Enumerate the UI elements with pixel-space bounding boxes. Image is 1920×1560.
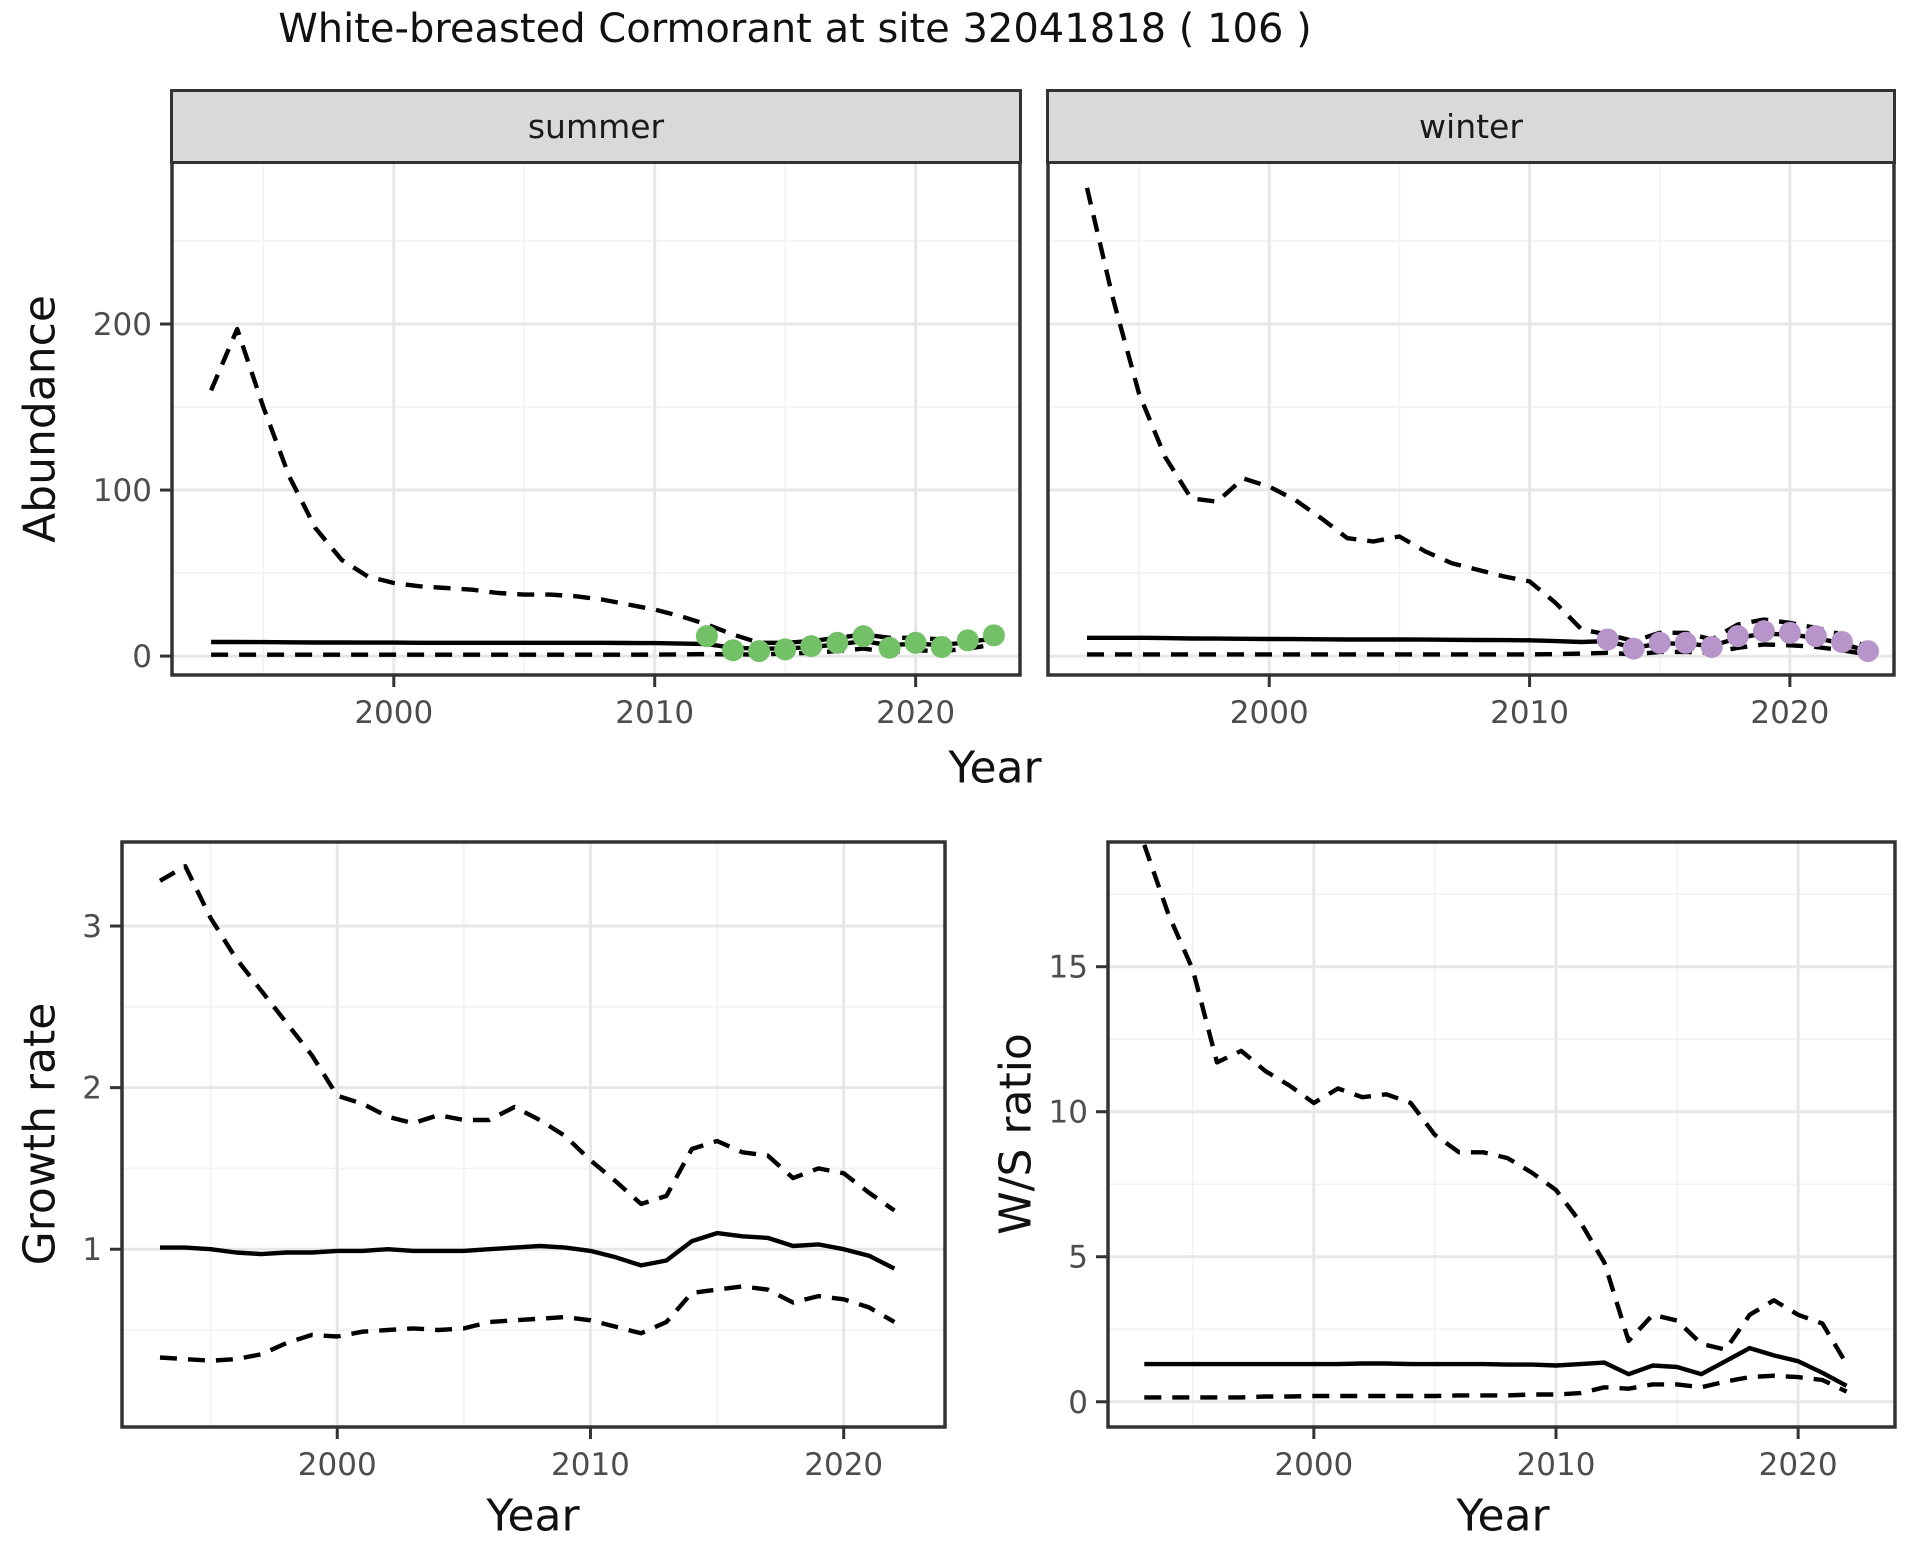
data-point-observed_counts	[1648, 631, 1671, 654]
data-point-observed_counts	[774, 638, 797, 661]
data-point-observed_counts	[1596, 628, 1619, 651]
panel-abundance_summer: 2000 2010 2020 0 100 200	[93, 160, 1022, 731]
y-tick-label: 100	[93, 473, 152, 509]
y-axis-title-abundance: Abundance	[14, 295, 66, 543]
y-tick-label: 2	[82, 1071, 102, 1107]
y-tick-label: 0	[1068, 1385, 1088, 1421]
x-tick-label: 2000	[1274, 1447, 1353, 1483]
x-axis-title-year-bottom-right: Year	[1456, 1490, 1550, 1542]
y-axis-title-growth-rate: Growth rate	[14, 1002, 66, 1266]
plot-title: White-breasted Cormorant at site 3204181…	[278, 6, 1312, 52]
series-median-line	[1144, 1345, 1848, 1388]
data-point-observed_counts	[721, 639, 744, 662]
x-tick-label: 2000	[1230, 695, 1309, 731]
y-tick-label: 1	[82, 1232, 102, 1268]
series-lower_ci-line	[1087, 642, 1869, 657]
panel-border	[120, 840, 947, 1429]
data-point-observed_counts	[1856, 640, 1879, 663]
series-lower_ci-line	[1144, 1373, 1848, 1400]
facet-strip-summer-label: summer	[527, 107, 665, 146]
panel-ws_ratio: 2000 2010 2020 0 5 10 15	[1049, 840, 1897, 1483]
x-axis-title-year-top: Year	[948, 742, 1042, 794]
panel-border	[1046, 160, 1896, 677]
x-tick-label: 2010	[551, 1447, 630, 1483]
series-upper_ci-line	[1142, 844, 1849, 1366]
y-tick-label: 5	[1068, 1240, 1088, 1276]
series-lower_ci-line	[159, 1284, 896, 1363]
x-tick-label: 2020	[804, 1447, 883, 1483]
facet-strip-winter-label: winter	[1419, 107, 1523, 146]
y-tick-label: 200	[93, 307, 152, 343]
data-point-observed_counts	[1622, 637, 1645, 660]
x-tick-label: 2000	[354, 695, 433, 731]
facet-strip-summer: summer	[170, 89, 1022, 164]
data-point-observed_counts	[826, 631, 849, 654]
x-tick-label: 2020	[1759, 1447, 1838, 1483]
data-point-observed_counts	[1726, 625, 1749, 648]
panel-growth_rate: 2000 2010 2020 1 2 3	[82, 840, 947, 1483]
data-point-observed_counts	[1700, 635, 1723, 658]
data-point-observed_counts	[982, 624, 1005, 647]
x-tick-label: 2020	[876, 695, 955, 731]
series-upper_ci-line	[209, 326, 995, 645]
series-lower_ci-line	[211, 642, 995, 657]
facet-strip-winter: winter	[1046, 89, 1896, 164]
y-axis-title-ws-ratio: W/S ratio	[990, 1033, 1042, 1235]
data-point-observed_counts	[852, 625, 875, 648]
x-tick-label: 2020	[1750, 695, 1829, 731]
series-median-line	[160, 1230, 896, 1271]
panel-abundance_winter: 2000 2010 2020	[1046, 160, 1896, 731]
x-tick-label: 2010	[1517, 1447, 1596, 1483]
x-tick-label: 2000	[298, 1447, 377, 1483]
data-point-observed_counts	[930, 635, 953, 658]
data-point-observed_counts	[904, 631, 927, 654]
y-tick-label: 15	[1049, 950, 1088, 986]
data-point-observed_counts	[748, 640, 771, 663]
data-point-observed_counts	[1752, 620, 1775, 643]
data-point-observed_counts	[1804, 625, 1827, 648]
data-point-observed_counts	[878, 636, 901, 659]
x-tick-label: 2010	[615, 695, 694, 731]
y-tick-label: 3	[82, 909, 102, 945]
series-upper_ci-line	[158, 864, 896, 1213]
series-median-line	[1087, 631, 1869, 654]
data-point-observed_counts	[1830, 630, 1853, 653]
panel-border	[1106, 840, 1897, 1429]
panel-border	[170, 160, 1022, 677]
x-tick-label: 2010	[1490, 695, 1569, 731]
series-upper_ci-line	[1084, 187, 1869, 650]
y-tick-label: 10	[1049, 1095, 1088, 1131]
x-axis-title-year-bottom-left: Year	[486, 1490, 580, 1542]
y-tick-label: 0	[132, 639, 152, 675]
data-point-observed_counts	[956, 629, 979, 652]
data-point-observed_counts	[800, 635, 823, 658]
data-point-observed_counts	[1674, 631, 1697, 654]
data-point-observed_counts	[695, 625, 718, 648]
data-point-observed_counts	[1778, 621, 1801, 644]
series-median-line	[211, 636, 995, 651]
